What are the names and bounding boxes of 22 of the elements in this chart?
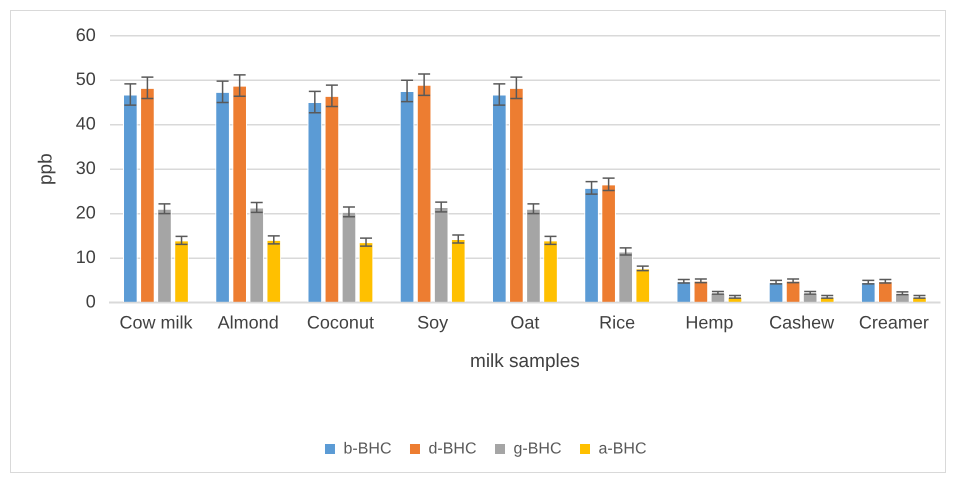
x-tick-label: Rice	[599, 312, 636, 332]
x-tick-label: Cow milk	[119, 312, 194, 332]
y-tick-label: 60	[76, 24, 96, 45]
x-tick-label: Creamer	[858, 312, 929, 332]
y-tick-label: 0	[86, 292, 96, 312]
x-tick-label: Oat	[510, 312, 540, 332]
y-tick-label: 50	[76, 69, 96, 90]
y-tick-label: 20	[76, 202, 96, 223]
y-tick-label: 30	[76, 158, 96, 178]
x-tick-label: Cashew	[769, 312, 836, 332]
legend-label: g-BHC	[514, 440, 562, 458]
x-tick-label: Coconut	[306, 312, 374, 332]
legend-label: d-BHC	[428, 440, 477, 458]
legend-label: a-BHC	[598, 440, 647, 458]
x-tick-label: Almond	[218, 312, 279, 332]
x-tick-label: Soy	[417, 312, 448, 332]
y-axis-title: ppb	[36, 153, 57, 186]
y-tick-label: 40	[76, 114, 96, 134]
legend-label: b-BHC	[343, 440, 392, 458]
y-tick-label: 10	[76, 247, 96, 268]
x-tick-label: Hemp	[685, 312, 734, 332]
x-axis-title: milk samples	[470, 350, 580, 372]
